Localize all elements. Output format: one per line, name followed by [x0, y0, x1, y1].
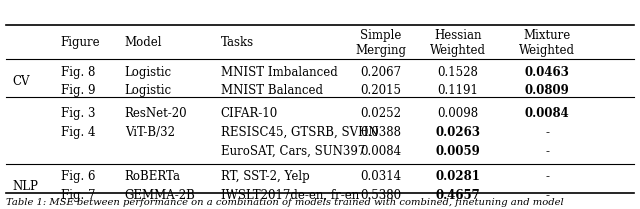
Text: Hessian
Weighted: Hessian Weighted	[429, 29, 486, 57]
Text: 0.4657: 0.4657	[435, 189, 480, 202]
Text: RESISC45, GTSRB, SVHN: RESISC45, GTSRB, SVHN	[221, 126, 378, 139]
Text: NLP: NLP	[13, 180, 38, 192]
Text: CV: CV	[13, 75, 30, 88]
Text: 0.5380: 0.5380	[360, 189, 401, 202]
Text: CIFAR-10: CIFAR-10	[221, 107, 278, 120]
Text: 0.2067: 0.2067	[360, 66, 401, 79]
Text: Mixture
Weighted: Mixture Weighted	[519, 29, 575, 57]
Text: -: -	[545, 126, 549, 139]
Text: Tasks: Tasks	[221, 36, 254, 49]
Text: Fig. 6: Fig. 6	[61, 170, 95, 183]
Text: 0.0281: 0.0281	[435, 170, 480, 183]
Text: 0.0463: 0.0463	[525, 66, 570, 79]
Text: Logistic: Logistic	[125, 84, 172, 97]
Text: 0.1191: 0.1191	[437, 84, 478, 97]
Text: -: -	[545, 145, 549, 158]
Text: Simple
Merging: Simple Merging	[355, 29, 406, 57]
Text: Model: Model	[125, 36, 163, 49]
Text: 0.0084: 0.0084	[360, 145, 401, 158]
Text: ResNet-20: ResNet-20	[125, 107, 188, 120]
Text: EuroSAT, Cars, SUN397: EuroSAT, Cars, SUN397	[221, 145, 365, 158]
Text: 0.0252: 0.0252	[360, 107, 401, 120]
Text: MNIST Balanced: MNIST Balanced	[221, 84, 323, 97]
Text: RoBERTa: RoBERTa	[125, 170, 181, 183]
Text: RT, SST-2, Yelp: RT, SST-2, Yelp	[221, 170, 310, 183]
Text: Fig. 3: Fig. 3	[61, 107, 95, 120]
Text: -: -	[545, 189, 549, 202]
Text: GEMMA-2B: GEMMA-2B	[125, 189, 196, 202]
Text: Figure: Figure	[61, 36, 100, 49]
Text: 0.0098: 0.0098	[437, 107, 478, 120]
Text: Fig. 7: Fig. 7	[61, 189, 95, 202]
Text: 0.0314: 0.0314	[360, 170, 401, 183]
Text: 0.0388: 0.0388	[360, 126, 401, 139]
Text: 0.2015: 0.2015	[360, 84, 401, 97]
Text: Fig. 8: Fig. 8	[61, 66, 95, 79]
Text: Logistic: Logistic	[125, 66, 172, 79]
Text: MNIST Imbalanced: MNIST Imbalanced	[221, 66, 337, 79]
Text: 0.1528: 0.1528	[437, 66, 478, 79]
Text: 0.0084: 0.0084	[525, 107, 570, 120]
Text: Fig. 4: Fig. 4	[61, 126, 95, 139]
Text: -: -	[545, 170, 549, 183]
Text: 0.0809: 0.0809	[525, 84, 570, 97]
Text: 0.0059: 0.0059	[435, 145, 480, 158]
Text: 0.0263: 0.0263	[435, 126, 480, 139]
Text: Table 1: MSE between performance on a combination of models trained with combine: Table 1: MSE between performance on a co…	[6, 198, 564, 207]
Text: ViT-B/32: ViT-B/32	[125, 126, 175, 139]
Text: IWSLT2017de-en, fr-en: IWSLT2017de-en, fr-en	[221, 189, 359, 202]
Text: Fig. 9: Fig. 9	[61, 84, 95, 97]
